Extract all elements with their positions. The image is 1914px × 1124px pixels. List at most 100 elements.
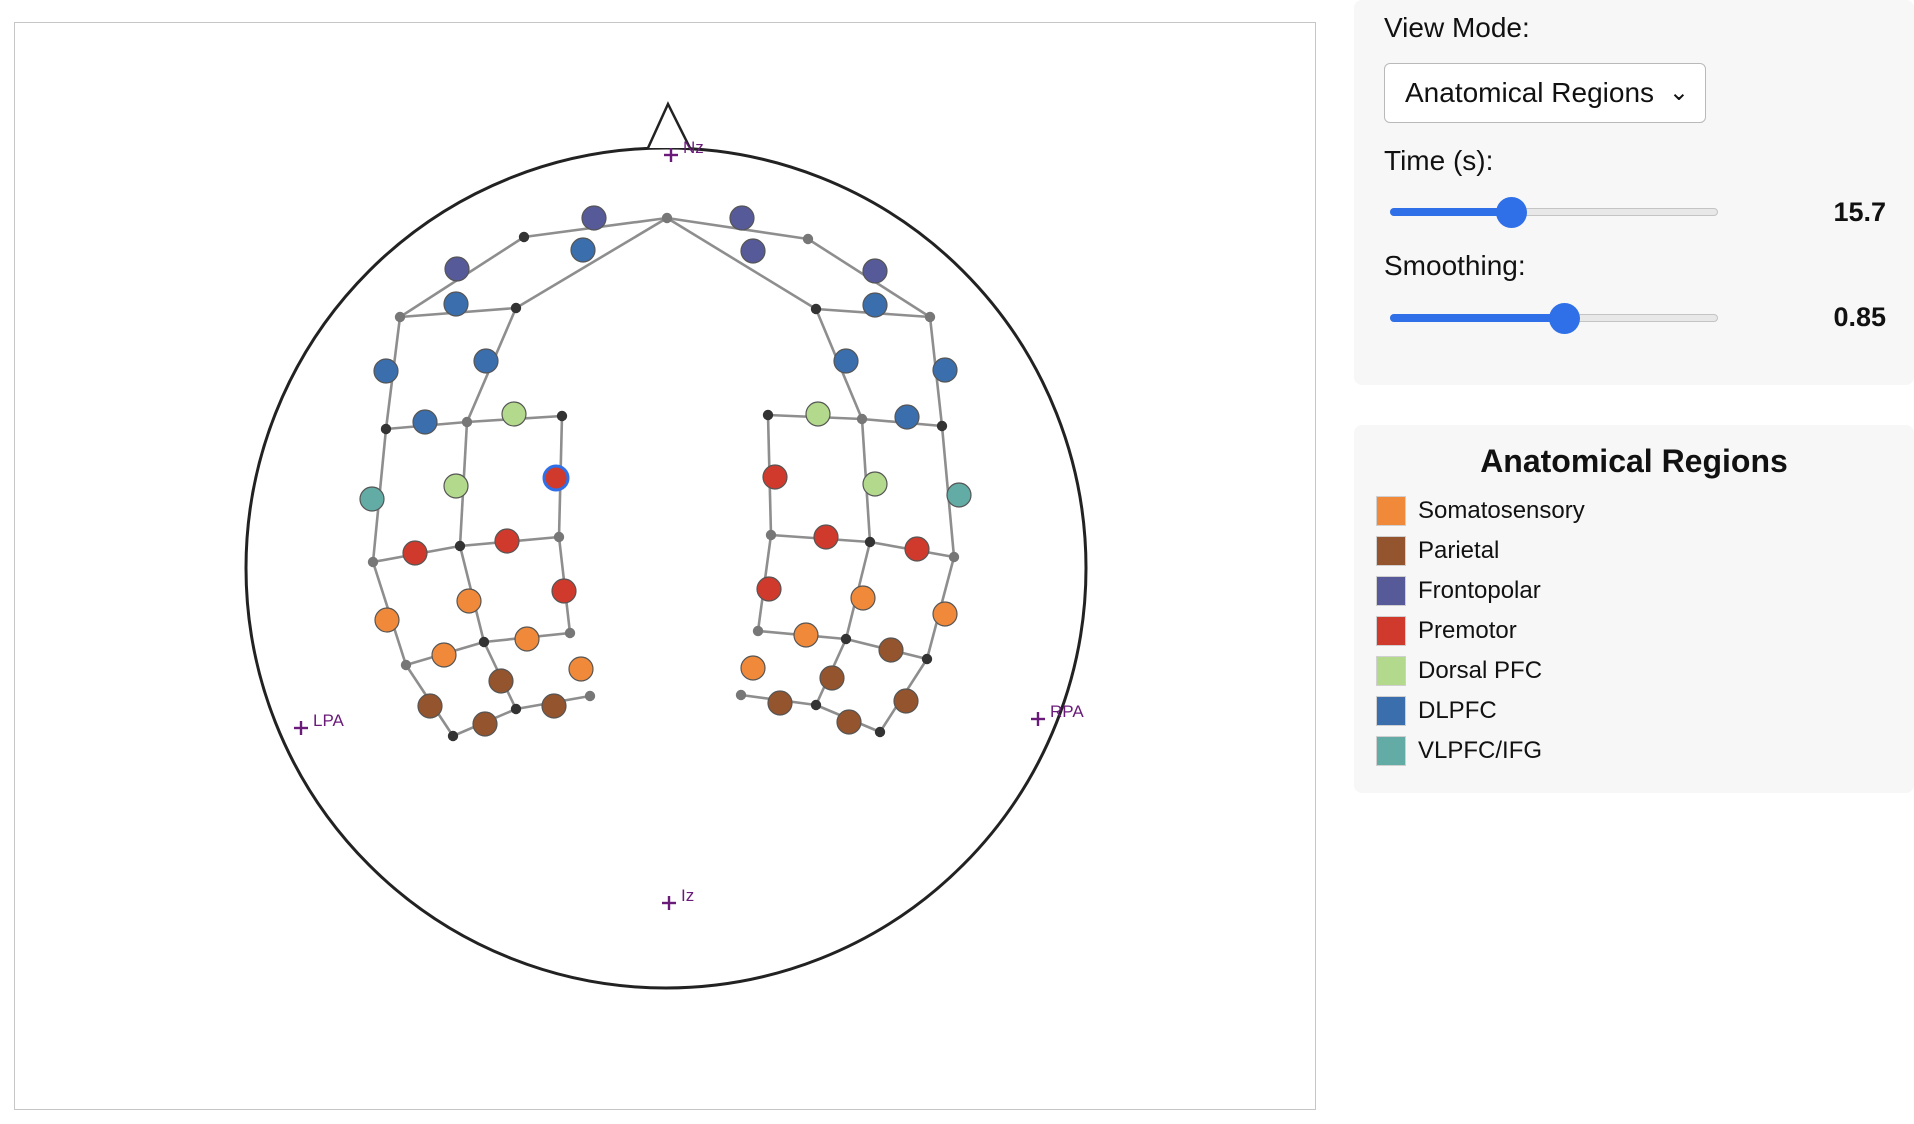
detector-optode [948,551,960,563]
legend-item-dlpfc: DLPFC [1376,691,1585,731]
channel-premotor[interactable] [494,528,520,554]
channel-vlpfc[interactable] [946,482,972,508]
landmark-rpa: RPA [1031,702,1084,726]
time-label: Time (s): [1384,145,1494,176]
source-optode [810,303,822,315]
channel-somatosensory[interactable] [932,601,958,627]
channel-frontopolar[interactable] [444,256,470,282]
channel-premotor[interactable] [813,524,839,550]
channel-premotor[interactable] [402,540,428,566]
channel-dorsal_pfc[interactable] [805,401,831,427]
source-optode [556,410,568,422]
channel-premotor[interactable] [756,576,782,602]
landmark-label-iz: Iz [681,886,694,905]
source-optode [810,699,822,711]
channel-premotor[interactable] [762,464,788,490]
channel-parietal[interactable] [878,637,904,663]
landmark-label-lpa: LPA [313,711,345,730]
detector-optode [584,690,596,702]
smoothing-slider-thumb[interactable] [1548,303,1580,334]
view-mode-selected: Anatomical Regions [1405,77,1655,108]
channel-premotor[interactable] [551,578,577,604]
channel-somatosensory[interactable] [456,588,482,614]
landmark-label-rpa: RPA [1050,702,1084,721]
legend-item-premotor: Premotor [1376,611,1585,651]
channel-dorsal_pfc[interactable] [862,471,888,497]
source-optode [840,633,852,645]
detector-optode [564,627,576,639]
optode-link [666,216,817,311]
smoothing-slider-fill [1390,314,1564,322]
channel-selected[interactable] [542,464,570,492]
legend-label: Parietal [1418,537,1500,564]
channel-dlpfc[interactable] [894,404,920,430]
channel-frontopolar[interactable] [862,258,888,284]
channel-parietal[interactable] [836,709,862,735]
channel-vlpfc[interactable] [359,486,385,512]
channel-parietal[interactable] [472,711,498,737]
view-mode-select[interactable]: Anatomical Regions ⌄ [1384,63,1706,123]
channel-parietal[interactable] [488,668,514,694]
detector-optode [394,311,406,323]
channel-dlpfc[interactable] [373,358,399,384]
legend-label: Premotor [1418,617,1517,644]
head-outline [244,101,1088,990]
channel-dorsal_pfc[interactable] [501,401,527,427]
source-optode [510,703,522,715]
head-topography-view[interactable]: Nz LPA RPA Iz [14,22,1316,1110]
source-optode [936,420,948,432]
channel-parietal[interactable] [893,688,919,714]
optodes [367,212,960,742]
source-optode [921,653,933,665]
time-slider-fill [1390,208,1512,216]
legend-label: Dorsal PFC [1418,657,1543,684]
legend-item-dorsal-pfc: Dorsal PFC [1376,651,1585,691]
channel-frontopolar[interactable] [740,238,766,264]
channel-frontopolar[interactable] [581,205,607,231]
landmark-nz: Nz [664,138,704,162]
channel-somatosensory[interactable] [514,626,540,652]
channel-somatosensory[interactable] [850,585,876,611]
channel-parietal[interactable] [541,693,567,719]
source-optode [762,409,774,421]
channel-premotor[interactable] [904,536,930,562]
channel-dlpfc[interactable] [833,348,859,374]
legend-label: VLPFC/IFG [1418,737,1543,764]
time-slider[interactable] [1390,196,1718,230]
source-optode [510,302,522,314]
channel-somatosensory[interactable] [793,622,819,648]
legend-swatch [1376,576,1406,606]
source-optode [864,536,876,548]
channel-dlpfc[interactable] [862,292,888,318]
detector-optode [765,529,777,541]
detector-optode [856,413,868,425]
channel-frontopolar[interactable] [729,205,755,231]
channel-dlpfc[interactable] [412,409,438,435]
channel-parietal[interactable] [819,665,845,691]
channel-dorsal_pfc[interactable] [443,473,469,499]
channel-somatosensory[interactable] [431,642,457,668]
channels [359,205,972,737]
head-circle [244,146,1088,990]
detector-optode [924,311,936,323]
channel-dlpfc[interactable] [473,348,499,374]
channel-somatosensory[interactable] [740,655,766,681]
channel-dlpfc[interactable] [443,291,469,317]
channel-parietal[interactable] [767,690,793,716]
time-slider-thumb[interactable] [1496,197,1528,228]
detector-optode [735,689,747,701]
channel-dlpfc[interactable] [932,357,958,383]
channel-somatosensory[interactable] [374,607,400,633]
landmark-lpa: LPA [294,711,345,735]
detector-optode [367,556,379,568]
channel-somatosensory[interactable] [568,656,594,682]
channel-dlpfc[interactable] [570,237,596,263]
legend-panel: Anatomical Regions Somatosensory Parieta… [1354,425,1914,793]
source-optode [454,540,466,552]
smoothing-slider[interactable] [1390,302,1718,336]
legend-item-somatosensory: Somatosensory [1376,491,1585,531]
legend-swatch [1376,736,1406,766]
legend-swatch [1376,496,1406,526]
view-mode-label: View Mode: [1384,12,1530,43]
channel-parietal[interactable] [417,693,443,719]
